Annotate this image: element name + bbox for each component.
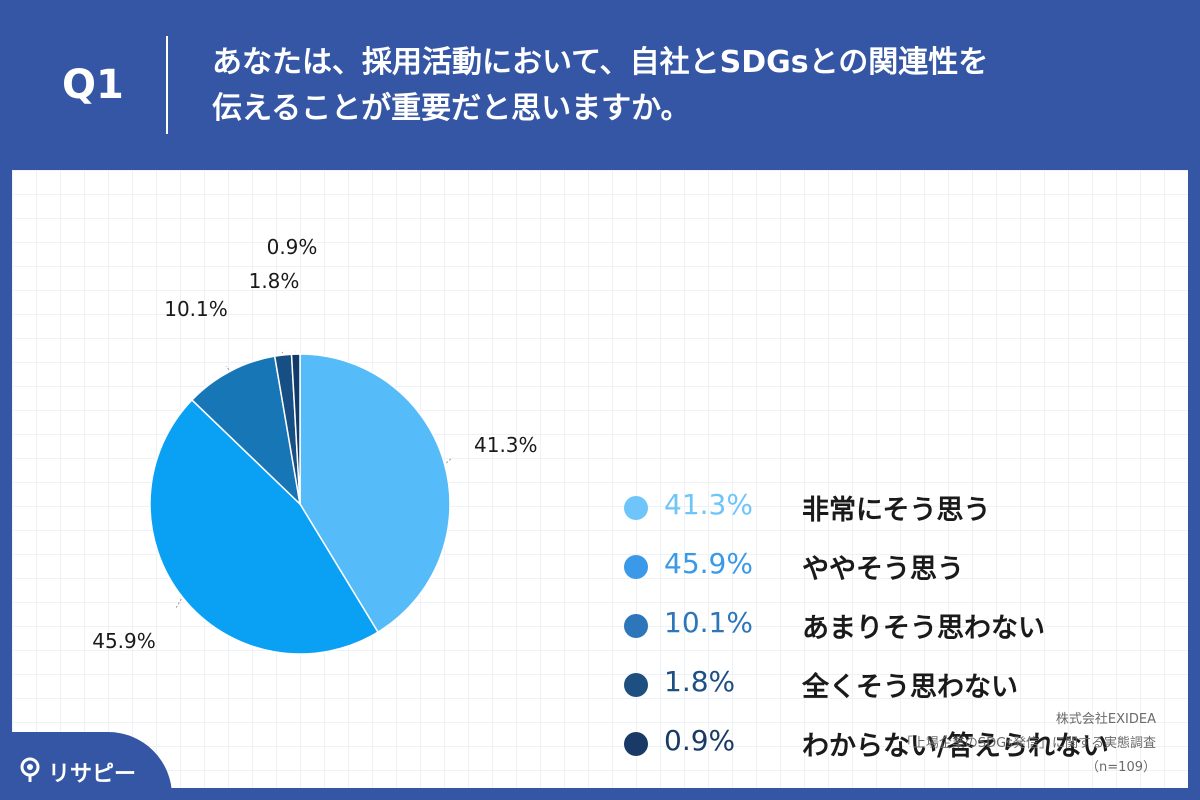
legend-item: 45.9% ややそう思う (620, 545, 1180, 604)
question-text: あなたは、採用活動において、自社とSDGsとの関連性を 伝えることが重要だと思い… (212, 40, 1172, 132)
legend-label: あまりそう思わない (802, 613, 1045, 644)
legend-dot-icon (624, 673, 648, 697)
legend-item: 41.3% 非常にそう思う (620, 486, 1180, 545)
question-header: Q1 あなたは、採用活動において、自社とSDGsとの関連性を 伝えることが重要だ… (0, 0, 1200, 170)
question-line-1: あなたは、採用活動において、自社とSDGsとの関連性を (212, 45, 989, 80)
legend-percent: 0.9% (664, 724, 736, 757)
source-survey: 「上場企業のSDGs発信」に関する実態調査 (899, 736, 1156, 751)
legend-percent: 41.3% (664, 488, 753, 521)
slice-value-label: 0.9% (267, 235, 318, 259)
source-sample-size: （n=109） (1086, 760, 1156, 775)
pie-slice (290, 353, 301, 505)
slice-value-label: 1.8% (249, 269, 300, 293)
legend-label: ややそう思う (802, 554, 964, 585)
legend-percent: 10.1% (664, 606, 753, 639)
pie-slice (190, 355, 302, 507)
source-company: 株式会社EXIDEA (1055, 712, 1156, 727)
leader-line (446, 457, 453, 464)
legend-label: わからない/答えられない (802, 731, 1109, 762)
pin-icon (20, 757, 40, 782)
legend-percent: 45.9% (664, 547, 753, 580)
question-number: Q1 (62, 62, 124, 108)
question-line-2: 伝えることが重要だと思いますか。 (212, 91, 691, 126)
legend-label: 非常にそう思う (802, 495, 991, 526)
slice-value-label: 41.3% (474, 433, 538, 457)
chart-legend: 41.3% 非常にそう思う 45.9% ややそう思う 10.1% あまりそう思わ… (620, 486, 1180, 781)
slice-value-label: 45.9% (92, 629, 156, 653)
header-divider (166, 36, 168, 134)
leader-line (281, 351, 284, 354)
legend-dot-icon (624, 496, 648, 520)
pie-slice (299, 353, 451, 634)
source-note: 株式会社EXIDEA 「上場企業のSDGs発信」に関する実態調査 （n=109） (900, 708, 1156, 780)
legend-dot-icon (624, 555, 648, 579)
legend-item: 0.9% わからない/答えられない (620, 722, 1180, 781)
legend-dot-icon (624, 732, 648, 756)
chart-panel: 41.3% 45.9% 10.1% 1.8% 0.9% 41.3% 非常にそう思う 45… (12, 170, 1188, 788)
legend-dot-icon (624, 614, 648, 638)
brand-logo: リサピー (0, 732, 172, 800)
pie-slice (149, 398, 380, 655)
leader-line (225, 365, 230, 370)
legend-percent: 1.8% (664, 665, 736, 698)
legend-item: 1.8% 全くそう思わない (620, 663, 1180, 722)
leader-line (175, 598, 182, 609)
legend-label: 全くそう思わない (802, 672, 1018, 703)
pie-chart: 41.3% 45.9% 10.1% 1.8% 0.9% (92, 235, 538, 655)
logo-text: リサピー (48, 762, 137, 787)
slice-value-label: 10.1% (164, 297, 228, 321)
legend-item: 10.1% あまりそう思わない (620, 604, 1180, 663)
